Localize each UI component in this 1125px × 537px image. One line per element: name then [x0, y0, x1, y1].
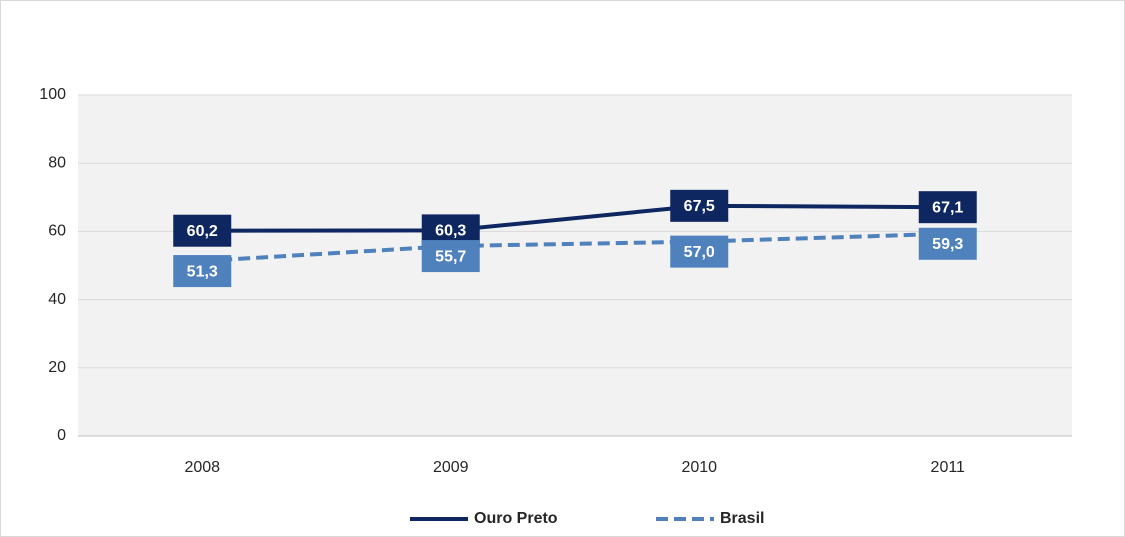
x-tick-label: 2008: [184, 459, 220, 476]
value-label: 59,3: [932, 236, 963, 253]
value-label: 57,0: [684, 244, 715, 261]
value-label-box: [173, 255, 232, 288]
value-label: 60,2: [187, 223, 218, 240]
y-tick-label: 40: [48, 291, 66, 308]
value-label-box: [918, 191, 977, 224]
legend-label: Ouro Preto: [474, 510, 558, 527]
plot-area: [78, 95, 1072, 436]
value-label-box: [670, 235, 729, 268]
y-tick-label: 0: [57, 427, 66, 444]
value-label: 67,1: [932, 199, 963, 216]
value-label: 67,5: [684, 198, 715, 215]
y-tick-label: 100: [39, 86, 66, 103]
value-label-box: [670, 189, 729, 222]
x-tick-label: 2009: [433, 459, 469, 476]
y-tick-label: 60: [48, 223, 66, 240]
x-tick-label: 2011: [931, 459, 966, 476]
y-tick-label: 80: [48, 154, 66, 171]
value-label-box: [421, 240, 480, 273]
value-label: 51,3: [187, 263, 218, 280]
legend-label: Brasil: [720, 510, 764, 527]
value-label-box: [918, 227, 977, 260]
value-label-box: [173, 214, 232, 247]
series-line: [202, 203, 948, 233]
series-line: [202, 231, 948, 264]
y-tick-label: 20: [48, 359, 66, 376]
value-label: 55,7: [435, 248, 466, 265]
value-label: 60,3: [435, 223, 466, 240]
x-tick-label: 2010: [681, 459, 717, 476]
